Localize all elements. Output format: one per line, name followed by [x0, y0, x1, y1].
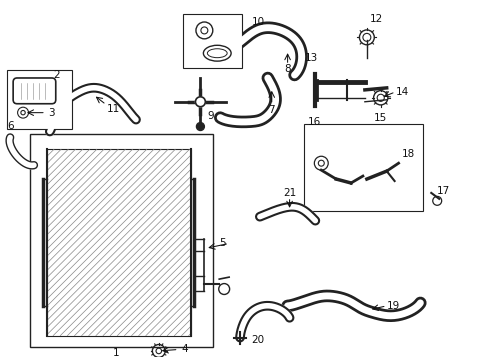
- Circle shape: [196, 122, 204, 130]
- Bar: [47, 149, 190, 336]
- Text: 3: 3: [48, 108, 55, 118]
- Text: 16: 16: [307, 117, 320, 127]
- Text: 4: 4: [181, 345, 187, 355]
- Text: 5: 5: [219, 238, 225, 248]
- Text: 9: 9: [206, 111, 213, 121]
- Text: 15: 15: [373, 113, 386, 123]
- Text: 17: 17: [436, 186, 449, 196]
- Bar: [7, 70, 71, 130]
- Text: 2: 2: [53, 70, 60, 80]
- Text: 7: 7: [268, 105, 274, 115]
- Text: 1: 1: [113, 348, 119, 359]
- Text: 11: 11: [106, 104, 120, 114]
- Text: 10: 10: [251, 18, 264, 27]
- Text: 19: 19: [386, 301, 399, 311]
- Text: 20: 20: [251, 334, 264, 345]
- Text: 12: 12: [369, 14, 383, 23]
- FancyBboxPatch shape: [13, 78, 56, 104]
- Text: 6: 6: [7, 121, 14, 131]
- Text: 13: 13: [304, 53, 317, 63]
- Text: 8: 8: [284, 64, 290, 74]
- Bar: [182, 14, 242, 68]
- Text: 18: 18: [401, 149, 414, 159]
- Text: 21: 21: [283, 188, 296, 198]
- Bar: [30, 134, 213, 347]
- Text: 14: 14: [395, 87, 408, 97]
- Circle shape: [195, 97, 205, 107]
- Bar: [304, 123, 423, 211]
